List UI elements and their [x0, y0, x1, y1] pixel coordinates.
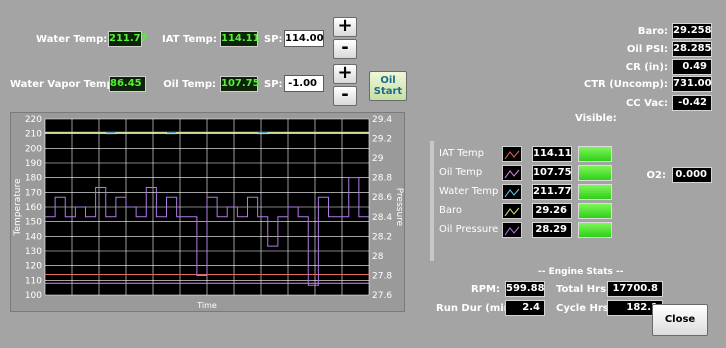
visible-toggle-2[interactable] — [578, 184, 612, 200]
water-temp-indicator: 211.77 — [108, 31, 148, 47]
y-tick-label-8: 140 — [25, 232, 42, 242]
sp2-setpoint-input[interactable]: -1.00 — [284, 75, 324, 92]
y2-tick-label-6: 28.2 — [372, 232, 392, 242]
ctr-indicator: 731.00 — [672, 76, 712, 92]
cc-vac-indicator: -0.42 — [672, 95, 712, 111]
legend-swatch-4[interactable] — [502, 222, 522, 238]
oil-temp-label: Oil Temp: — [163, 79, 216, 90]
sp2-decrement-button[interactable]: - — [333, 86, 357, 106]
legend-swatch-0[interactable] — [502, 146, 522, 162]
baro-indicator: 29.258 — [672, 23, 712, 39]
y2-tick-label-1: 29.2 — [372, 135, 392, 145]
y-tick-label-5: 170 — [25, 188, 42, 198]
y2-tick-label-8: 27.8 — [372, 271, 392, 281]
oil-start-button[interactable]: Oil Start — [369, 71, 407, 101]
iat-temp-label: IAT Temp: — [162, 34, 217, 45]
y-tick-label-2: 200 — [25, 144, 42, 154]
oil-psi-label: Oil PSI: — [626, 44, 668, 55]
water-vapor-temp-indicator: 86.45 — [109, 76, 146, 92]
legend-name-1: Oil Temp — [439, 167, 483, 178]
cr-label: CR (in): — [625, 62, 668, 73]
legend-name-0: IAT Temp — [439, 148, 484, 159]
series-line-oil-pressure — [45, 177, 369, 286]
y2-tick-label-0: 29.4 — [372, 115, 392, 125]
legend-name-2: Water Temp — [439, 186, 499, 197]
o2-indicator: 0.000 — [672, 167, 712, 183]
x-axis-label: Time — [196, 301, 217, 310]
sp2-increment-button[interactable]: + — [333, 64, 357, 84]
rpm-label: RPM: — [471, 284, 500, 295]
ctr-label: CTR (Uncomp): — [583, 79, 668, 90]
y2-tick-label-4: 28.6 — [372, 193, 392, 203]
y2-tick-label-2: 29 — [372, 154, 384, 164]
sp1-setpoint-input[interactable]: 114.00 — [284, 30, 324, 47]
visible-toggle-4[interactable] — [578, 222, 612, 238]
legend-value-3: 29.26 — [532, 203, 572, 219]
y-tick-label-1: 210 — [25, 130, 42, 140]
y2-tick-label-9: 27.6 — [372, 291, 392, 301]
series-line-baro — [45, 132, 369, 135]
sp2-label: SP: — [264, 79, 283, 90]
y-tick-label-6: 160 — [25, 203, 42, 213]
legend-value-1: 107.75 — [532, 165, 572, 181]
visible-toggle-1[interactable] — [578, 165, 612, 181]
y-tick-label-3: 190 — [25, 159, 42, 169]
water-temp-label: Water Temp: — [36, 34, 108, 45]
visible-label: Visible: — [575, 113, 617, 124]
visible-toggle-0[interactable] — [578, 146, 612, 162]
water-vapor-temp-label: Water Vapor Temp: — [10, 79, 118, 90]
run-duration-label: Run Dur (min): — [436, 303, 520, 314]
y2-tick-label-3: 28.8 — [372, 174, 392, 184]
total-hrs-indicator: 17700.8 — [607, 281, 663, 297]
oil-start-label-line2: Start — [373, 86, 403, 97]
run-duration-indicator: 2.4 — [505, 300, 545, 316]
engine-stats-title: -- Engine Stats -- — [538, 267, 624, 277]
oil-psi-indicator: 28.285 — [672, 41, 712, 57]
legend-swatch-1[interactable] — [502, 165, 522, 181]
cycle-hrs-label: Cycle Hrs: — [556, 303, 613, 314]
y2-tick-label-7: 28 — [372, 252, 384, 262]
o2-label: O2: — [646, 170, 666, 181]
y-tick-label-0: 220 — [25, 115, 42, 125]
chart-svg: 220 210 200 190 180 170 160 150 140 130 120 110 100 2… — [13, 115, 404, 310]
legend-name-3: Baro — [439, 205, 462, 216]
sp1-label: SP: — [264, 34, 283, 45]
temperature-pressure-chart: 220 210 200 190 180 170 160 150 140 130 120 110 100 2… — [10, 112, 405, 312]
oil-temp-indicator: 107.75 — [220, 76, 260, 92]
y-tick-label-12: 100 — [25, 291, 42, 301]
cycle-hrs-indicator: 182.1 — [607, 300, 663, 316]
total-hrs-label: Total Hrs: — [556, 284, 611, 295]
visible-toggle-3[interactable] — [578, 203, 612, 219]
legend-scrollbar[interactable] — [430, 141, 434, 261]
legend-swatch-2[interactable] — [502, 184, 522, 200]
y-tick-label-9: 130 — [25, 247, 42, 257]
oil-start-label-line1: Oil — [380, 75, 396, 86]
y2-axis-label: Pressure — [394, 188, 404, 227]
y-tick-label-11: 110 — [25, 276, 42, 286]
legend-swatch-3[interactable] — [502, 203, 522, 219]
legend-name-4: Oil Pressure — [439, 224, 499, 235]
iat-temp-indicator: 114.11 — [220, 31, 260, 47]
baro-label: Baro: — [637, 26, 668, 37]
y2-tick-label-5: 28.4 — [372, 213, 392, 223]
close-button[interactable]: Close — [652, 304, 708, 336]
sp1-decrement-button[interactable]: - — [333, 39, 357, 59]
y-axis-label: Temperature — [13, 178, 23, 236]
legend-value-2: 211.77 — [532, 184, 572, 200]
legend-value-4: 28.29 — [532, 222, 572, 238]
cr-indicator: 0.49 — [672, 59, 712, 75]
y-tick-label-4: 180 — [25, 174, 42, 184]
sp1-increment-button[interactable]: + — [333, 17, 357, 37]
rpm-indicator: 599.88 — [505, 281, 545, 297]
y-tick-label-7: 150 — [25, 218, 42, 228]
y-tick-label-10: 120 — [25, 262, 42, 272]
legend-value-0: 114.11 — [532, 146, 572, 162]
cc-vac-label: CC Vac: — [625, 98, 668, 109]
